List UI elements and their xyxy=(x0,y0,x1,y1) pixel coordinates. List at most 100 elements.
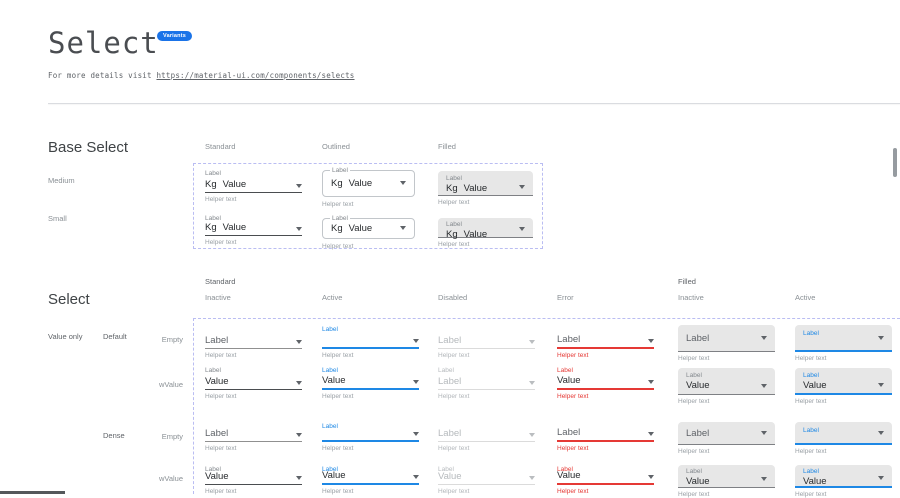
select-input: Label xyxy=(795,325,892,352)
select-standard-inactive-value[interactable]: Label Value Helper text xyxy=(205,465,302,495)
group-header-filled: Filled xyxy=(678,277,696,286)
arrow-dropdown-icon xyxy=(400,225,406,230)
arrow-dropdown-icon xyxy=(296,227,302,231)
select-filled-active-empty-active[interactable]: Label Helper text xyxy=(795,325,892,362)
select-input: Label Kg Value xyxy=(322,215,415,239)
select-standard-error-empty[interactable]: Label Helper text xyxy=(557,325,654,359)
select-input: Value xyxy=(322,471,419,485)
select-value: Value xyxy=(686,476,710,487)
select-input: Label Value xyxy=(678,368,775,395)
select-input: Label xyxy=(795,422,892,445)
floating-label: Label xyxy=(686,372,702,379)
select-value: Kg Value xyxy=(331,222,373,234)
select-input: Label Kg Value xyxy=(322,167,415,197)
horizontal-scrollbar[interactable] xyxy=(0,491,65,494)
floating-label: Label xyxy=(557,466,573,473)
select-value: Kg Value xyxy=(205,179,247,190)
select-filled-inactive-empty[interactable]: Label Helper text xyxy=(678,325,775,362)
select-standard-disabled-value[interactable]: Label Label Helper text xyxy=(438,366,535,400)
select-standard-disabled-empty[interactable]: Label Helper text xyxy=(438,325,535,359)
select-standard-inactive-empty[interactable]: Label Helper text xyxy=(205,422,302,452)
floating-label: Label xyxy=(686,468,702,475)
arrow-dropdown-icon xyxy=(878,430,884,435)
select-filled-active-empty-active[interactable]: Label Helper text xyxy=(795,422,892,455)
select-standard-active-empty-active[interactable]: Label Helper text xyxy=(322,422,419,452)
select-input: Label xyxy=(438,375,535,390)
select-standard-error-empty[interactable]: Label Helper text xyxy=(557,422,654,452)
helper-text: Helper text xyxy=(557,488,589,495)
arrow-dropdown-icon xyxy=(296,340,302,344)
column-header-standard-active: Active xyxy=(322,293,343,302)
select-input: Label Kg Value xyxy=(438,218,533,240)
vertical-scrollbar[interactable] xyxy=(893,148,897,177)
select-standard-inactive-value[interactable]: Label Kg Value Helper text xyxy=(205,214,302,246)
select-standard-error-value[interactable]: Label Value Helper text xyxy=(557,465,654,495)
helper-text: Helper text xyxy=(438,199,470,206)
select-heading: Select xyxy=(48,291,90,308)
select-value: Value xyxy=(557,470,581,481)
arrow-dropdown-icon xyxy=(529,340,535,344)
arrow-dropdown-icon xyxy=(529,381,535,385)
select-value: Kg Value xyxy=(331,177,373,189)
floating-label: Label xyxy=(322,466,338,473)
select-outlined-control[interactable]: Label Kg Value Helper text xyxy=(322,215,415,250)
helper-text: Helper text xyxy=(322,445,354,452)
column-header-filled: Filled xyxy=(438,142,456,151)
select-standard-disabled-value[interactable]: Label Value Helper text xyxy=(438,465,535,495)
select-standard-disabled-empty[interactable]: Label Helper text xyxy=(438,422,535,452)
value-prefix: Kg xyxy=(446,229,458,240)
select-input: Label Kg Value xyxy=(438,171,533,196)
docs-link[interactable]: https://material-ui.com/components/selec… xyxy=(156,71,355,80)
select-input: Value xyxy=(205,375,302,390)
state-label-empty: Empty xyxy=(161,335,183,344)
column-header-outlined: Outlined xyxy=(322,142,350,151)
helper-text: Helper text xyxy=(438,393,470,400)
arrow-dropdown-icon xyxy=(761,336,767,340)
variant-label-dense: Dense xyxy=(103,431,125,440)
select-filled-inactive-value[interactable]: Label Value Helper text xyxy=(678,368,775,405)
floating-label: Label xyxy=(322,423,338,430)
select-value: Value xyxy=(686,380,710,391)
select-standard-inactive-value[interactable]: Label Kg Value Helper text xyxy=(205,169,302,203)
select-value: Kg Value xyxy=(446,229,488,240)
select-input xyxy=(322,431,419,442)
select-standard-active-empty-active[interactable]: Label Helper text xyxy=(322,325,419,359)
helper-text: Helper text xyxy=(795,448,827,455)
value-prefix: Kg xyxy=(205,222,217,233)
value-prefix: Kg xyxy=(331,177,343,189)
select-standard-inactive-value[interactable]: Label Value Helper text xyxy=(205,366,302,400)
arrow-dropdown-icon xyxy=(648,475,654,479)
select-filled-inactive-value[interactable]: Label Value Helper text xyxy=(678,465,775,498)
floating-label: Label xyxy=(205,466,221,473)
select-value: Label xyxy=(205,335,229,346)
select-input: Label xyxy=(557,334,654,349)
floating-label: Label xyxy=(438,367,454,374)
variants-badge[interactable]: Variants xyxy=(157,31,193,41)
select-standard-active-value[interactable]: Label Value Helper text xyxy=(322,465,419,495)
select-outlined-control[interactable]: Label Kg Value Helper text xyxy=(322,167,415,208)
select-input: Label xyxy=(678,422,775,445)
select-filled-inactive-value[interactable]: Label Kg Value Helper text xyxy=(438,171,533,206)
arrow-dropdown-icon xyxy=(413,432,419,436)
select-standard-error-value[interactable]: Label Value Helper text xyxy=(557,366,654,400)
select-value: Label xyxy=(205,428,229,439)
helper-text: Helper text xyxy=(205,445,237,452)
floating-label: Label xyxy=(322,367,338,374)
floating-label: Label xyxy=(205,367,221,374)
column-header-filled-inactive: Inactive xyxy=(678,293,704,302)
select-filled-active-value[interactable]: Label Value Helper text xyxy=(795,465,892,498)
select-filled-inactive-empty[interactable]: Label Helper text xyxy=(678,422,775,455)
select-standard-inactive-empty[interactable]: Label Helper text xyxy=(205,325,302,359)
arrow-dropdown-icon xyxy=(878,383,884,387)
select-standard-active-value[interactable]: Label Value Helper text xyxy=(322,366,419,400)
subtitle-text: For more details visit xyxy=(48,71,157,80)
helper-text: Helper text xyxy=(678,355,710,362)
helper-text: Helper text xyxy=(322,352,354,359)
page-title: Select xyxy=(48,26,159,60)
select-filled-active-value[interactable]: Label Value Helper text xyxy=(795,368,892,405)
select-value: Value xyxy=(205,471,229,482)
base-select-frame xyxy=(193,163,543,249)
arrow-dropdown-icon xyxy=(878,476,884,480)
select-filled-inactive-value[interactable]: Label Kg Value Helper text xyxy=(438,218,533,248)
select-input: Label xyxy=(205,428,302,442)
